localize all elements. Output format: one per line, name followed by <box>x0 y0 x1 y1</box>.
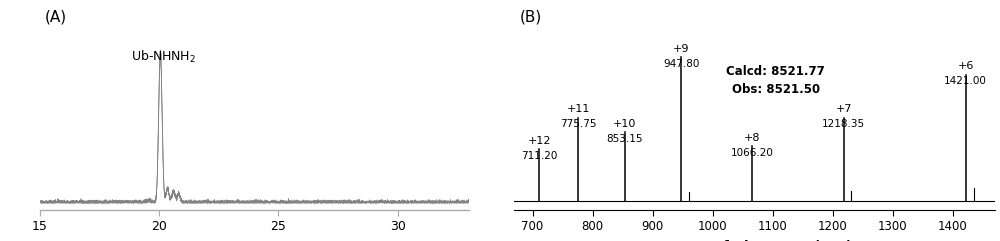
Text: Ub-NHNH$_2$: Ub-NHNH$_2$ <box>131 48 195 65</box>
Text: +11: +11 <box>566 104 590 114</box>
Text: +6: +6 <box>957 61 974 71</box>
Text: (B): (B) <box>519 9 542 24</box>
Text: +12: +12 <box>527 136 551 146</box>
Text: 853.15: 853.15 <box>606 134 643 144</box>
Text: 1066.20: 1066.20 <box>731 148 774 158</box>
Text: 711.20: 711.20 <box>521 151 557 161</box>
Text: Calcd: 8521.77
Obs: 8521.50: Calcd: 8521.77 Obs: 8521.50 <box>726 65 825 96</box>
Text: (A): (A) <box>44 9 66 24</box>
Text: 775.75: 775.75 <box>560 119 596 129</box>
Text: 1421.00: 1421.00 <box>944 76 987 86</box>
Text: +9: +9 <box>673 44 690 54</box>
Text: +7: +7 <box>836 104 852 114</box>
X-axis label: ESI-MS of Ub-NHNH$_2$ (m/z): ESI-MS of Ub-NHNH$_2$ (m/z) <box>657 239 853 241</box>
Text: +10: +10 <box>613 119 636 128</box>
Text: +8: +8 <box>744 133 761 143</box>
Text: 1218.35: 1218.35 <box>822 119 865 129</box>
Text: 947.80: 947.80 <box>663 59 700 69</box>
